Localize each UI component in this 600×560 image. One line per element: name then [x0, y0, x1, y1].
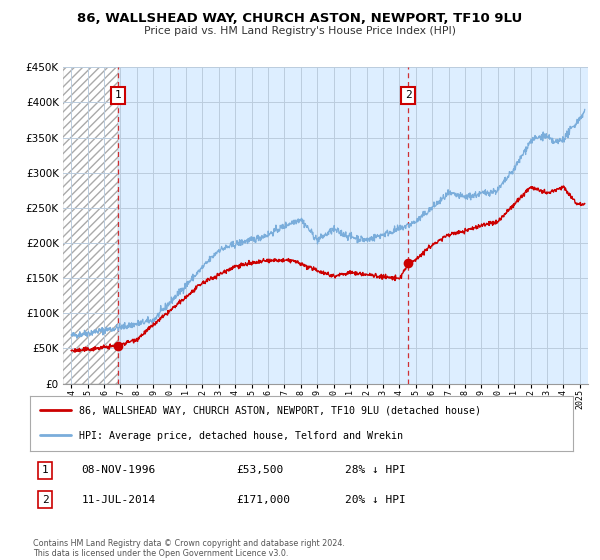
Text: Contains HM Land Registry data © Crown copyright and database right 2024.
This d: Contains HM Land Registry data © Crown c… [33, 539, 345, 558]
Text: 08-NOV-1996: 08-NOV-1996 [82, 465, 156, 475]
Text: 86, WALLSHEAD WAY, CHURCH ASTON, NEWPORT, TF10 9LU (detached house): 86, WALLSHEAD WAY, CHURCH ASTON, NEWPORT… [79, 405, 481, 415]
Text: 1: 1 [115, 90, 121, 100]
Text: 2: 2 [42, 495, 49, 505]
Text: £171,000: £171,000 [236, 495, 290, 505]
Text: £53,500: £53,500 [236, 465, 284, 475]
Text: 86, WALLSHEAD WAY, CHURCH ASTON, NEWPORT, TF10 9LU: 86, WALLSHEAD WAY, CHURCH ASTON, NEWPORT… [77, 12, 523, 25]
Text: 28% ↓ HPI: 28% ↓ HPI [345, 465, 406, 475]
Text: HPI: Average price, detached house, Telford and Wrekin: HPI: Average price, detached house, Telf… [79, 431, 403, 441]
Text: 20% ↓ HPI: 20% ↓ HPI [345, 495, 406, 505]
Text: 2: 2 [404, 90, 412, 100]
Bar [63, 67, 118, 384]
Text: 1: 1 [42, 465, 49, 475]
Text: Price paid vs. HM Land Registry's House Price Index (HPI): Price paid vs. HM Land Registry's House … [144, 26, 456, 36]
Text: 11-JUL-2014: 11-JUL-2014 [82, 495, 156, 505]
